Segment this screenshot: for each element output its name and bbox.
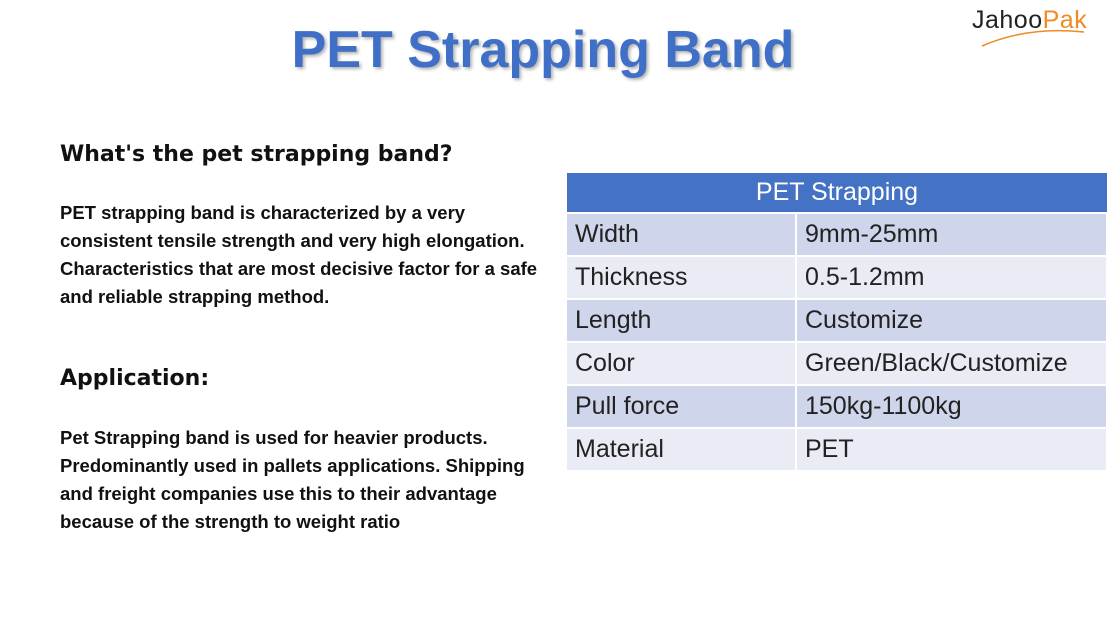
table-cell: Thickness bbox=[567, 255, 797, 300]
table-cell: Customize bbox=[796, 298, 1108, 343]
table-cell: PET bbox=[796, 427, 1108, 472]
table-row: Thickness 0.5-1.2mm bbox=[567, 255, 1108, 300]
table-cell: 150kg-1100kg bbox=[796, 384, 1108, 429]
table-row: Material PET bbox=[567, 427, 1108, 472]
logo-text: Jahoo bbox=[972, 6, 1043, 34]
table-cell: Length bbox=[567, 298, 797, 343]
logo-text: Pak bbox=[1042, 6, 1088, 34]
title: PET Strapping Band bbox=[291, 21, 795, 79]
logo: JahooPak bbox=[972, 6, 1087, 35]
table-cell: Green/Black/Customize bbox=[796, 341, 1108, 386]
spec-table: PET Strapping Width 9mm-25mm Thickness 0.5-… bbox=[567, 173, 1108, 472]
table-row: Color Green/Black/Customize bbox=[567, 341, 1108, 386]
table-cell: Material bbox=[567, 427, 797, 472]
section-text: PET strapping band is characterized by a… bbox=[60, 202, 538, 307]
logo-swoosh bbox=[981, 29, 1085, 47]
section-heading: What's the pet strapping band? bbox=[60, 142, 453, 167]
table-cell: Width bbox=[567, 212, 797, 257]
table-cell: Color bbox=[567, 341, 797, 386]
table-cell: 9mm-25mm bbox=[796, 212, 1108, 257]
table-cell: 0.5-1.2mm bbox=[796, 255, 1108, 300]
section-heading: Application: bbox=[60, 366, 210, 391]
section-text: Pet Strapping band is used for heavier p… bbox=[60, 427, 525, 532]
table-row: Width 9mm-25mm bbox=[567, 212, 1108, 257]
table-header: PET Strapping bbox=[567, 173, 1107, 214]
table-cell: Pull force bbox=[567, 384, 797, 429]
table-row: Length Customize bbox=[567, 298, 1108, 343]
table-row: Pull force 150kg-1100kg bbox=[567, 384, 1108, 429]
